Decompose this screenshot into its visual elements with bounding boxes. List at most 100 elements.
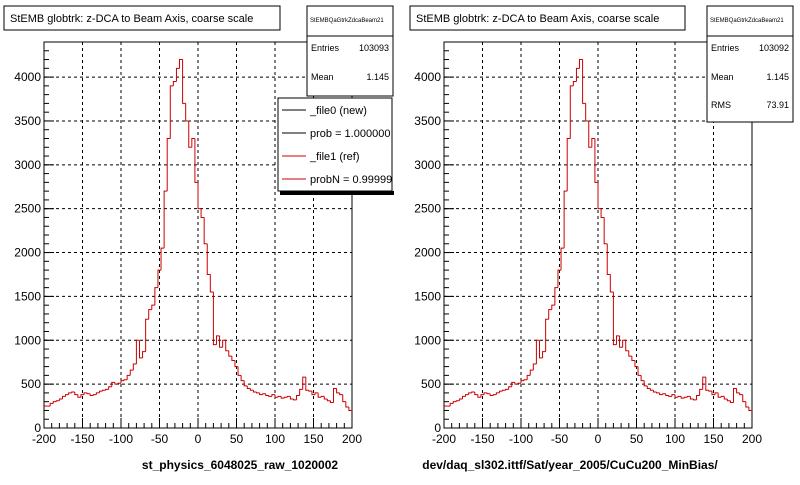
right-histogram-bin xyxy=(631,356,635,361)
right-stats-entries-value: 103092 xyxy=(759,43,789,53)
right-histogram-bin xyxy=(622,339,626,348)
left-x-tick-label: -50 xyxy=(151,432,169,446)
right-x-tick-label: -100 xyxy=(509,432,533,446)
left-histogram-bin xyxy=(277,395,282,398)
left-histogram-bin xyxy=(256,392,260,394)
left-y-tick-label: 3000 xyxy=(14,158,41,172)
left-y-tick-label: 2500 xyxy=(14,202,41,216)
left-histogram-bin xyxy=(185,103,189,122)
right-histogram-bin xyxy=(612,292,617,346)
right-histogram-bin xyxy=(619,335,623,348)
left-histogram-bin xyxy=(215,335,220,345)
left-stats-box: StEMBQaGtrkZdcaBeam21 Entries 103093 Mea… xyxy=(306,5,394,97)
right-histogram-bin xyxy=(520,380,525,384)
left-stats-mean-value: 1.145 xyxy=(366,72,389,82)
right-histogram-bin xyxy=(591,138,595,148)
left-histogram-bin xyxy=(249,388,254,391)
left-histogram-bin xyxy=(296,395,300,400)
left-histogram-bin xyxy=(311,391,316,396)
left-histogram-bin xyxy=(160,247,165,271)
left-x-tick-label: 150 xyxy=(303,432,323,446)
legend-label-probn: probN = 0.999999 xyxy=(310,174,398,186)
left-histogram-bin xyxy=(348,406,352,411)
right-histogram-panel: StEMB globtrk: z-DCA to Beam Axis, coars… xyxy=(409,5,794,472)
left-stats-entries-label: Entries xyxy=(311,43,340,53)
left-histogram-bin xyxy=(268,395,272,397)
left-histogram-bin xyxy=(89,393,94,397)
right-x-tick-label: 150 xyxy=(703,432,723,446)
left-histogram-bin xyxy=(314,392,319,395)
right-histogram-bin xyxy=(535,339,540,364)
left-histogram-bin xyxy=(83,392,88,395)
left-histogram-bin xyxy=(58,398,63,401)
right-histogram-bin xyxy=(554,287,558,306)
left-histogram-bin xyxy=(98,390,103,393)
right-histogram-bin xyxy=(696,395,700,400)
right-histogram-bin xyxy=(723,396,728,400)
left-histogram-bin xyxy=(145,318,149,352)
legend-frame xyxy=(277,97,393,192)
left-histogram-bin xyxy=(259,392,263,396)
right-histogram-bin xyxy=(538,340,543,359)
left-histogram-bin xyxy=(292,399,297,401)
right-histogram-bin xyxy=(492,394,497,396)
left-histogram-bin xyxy=(237,366,242,376)
left-histogram-bin xyxy=(55,400,60,402)
right-histogram-bin xyxy=(508,386,512,390)
left-histogram-bin xyxy=(280,396,285,399)
left-histogram-bin xyxy=(194,138,198,183)
left-histogram-bin xyxy=(188,120,192,148)
left-histogram-bin xyxy=(114,382,118,385)
left-histogram-bin xyxy=(105,388,109,391)
left-histogram-bin xyxy=(65,394,69,397)
left-grid xyxy=(44,42,352,428)
left-x-tick-label: 100 xyxy=(265,432,285,446)
right-chart-title: StEMB globtrk: z-DCA to Beam Axis, coars… xyxy=(416,13,659,25)
right-histogram-bin xyxy=(677,395,682,398)
left-histogram-bin xyxy=(71,391,75,393)
left-stats-mean-label: Mean xyxy=(311,72,334,82)
left-histogram-bin xyxy=(61,395,66,400)
left-histogram-ref-series xyxy=(44,59,352,411)
right-histogram-bin xyxy=(736,388,740,394)
left-stats-entries-value: 103093 xyxy=(359,43,389,53)
right-histogram-bin xyxy=(486,392,491,395)
right-histogram-bin xyxy=(634,360,639,368)
right-y-tick-labels: 0 500 1000 1500 2000 2500 3000 3500 4000 xyxy=(414,70,441,435)
left-histogram-bin xyxy=(308,390,312,392)
left-histogram-bin xyxy=(203,217,208,245)
left-histogram-bin xyxy=(172,80,177,86)
left-histogram-bin xyxy=(329,400,334,404)
right-histogram-bin xyxy=(514,382,518,385)
left-y-tick-label: 4000 xyxy=(14,70,41,84)
left-histogram-bin xyxy=(102,389,106,392)
right-histogram-bin xyxy=(714,392,719,395)
right-histogram-bin xyxy=(689,396,694,400)
right-histogram-bin xyxy=(452,401,457,404)
right-histogram-bin xyxy=(739,392,743,396)
left-y-tick-label: 1500 xyxy=(14,289,41,303)
right-y-tick-label: 4000 xyxy=(414,70,441,84)
left-histogram-bin xyxy=(80,394,85,398)
left-histogram-bin xyxy=(86,392,91,395)
left-histogram-bin xyxy=(163,190,168,249)
left-histogram-bin xyxy=(212,292,217,346)
left-histogram-bin xyxy=(274,394,279,398)
left-x-tick-label: -100 xyxy=(109,432,133,446)
right-grid xyxy=(444,42,752,428)
right-histogram-bin xyxy=(597,182,602,210)
left-histogram-bin xyxy=(228,350,232,357)
left-histogram-bin xyxy=(326,399,331,402)
right-histogram-bin xyxy=(674,394,679,398)
left-histogram-bin xyxy=(182,59,186,104)
left-histogram-bin xyxy=(135,339,140,364)
right-stats-box: StEMBQaGtrkZdcaBeam21 Entries 103092 Mea… xyxy=(706,5,794,123)
left-histogram-bin xyxy=(231,356,235,361)
right-histogram-bin xyxy=(702,376,706,390)
right-y-tick-label: 2000 xyxy=(414,246,441,260)
left-histogram-bin xyxy=(323,396,328,400)
left-histogram-bin xyxy=(206,243,211,275)
right-histogram-bin xyxy=(699,388,703,396)
left-histogram-bin xyxy=(148,309,152,320)
